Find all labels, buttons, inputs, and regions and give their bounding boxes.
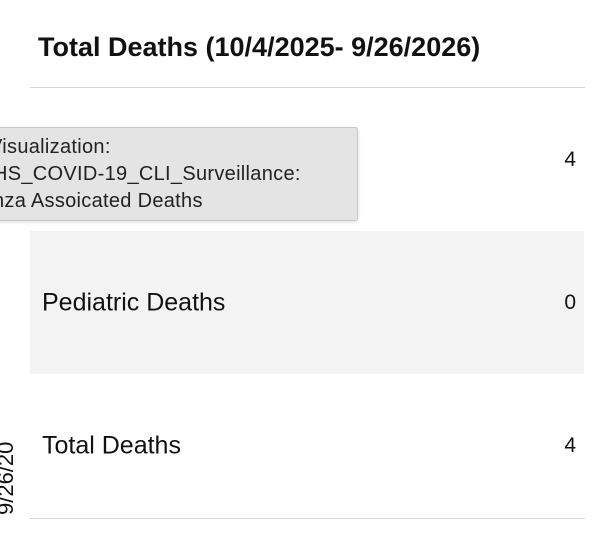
table-row: Total Deaths 4 (30, 374, 584, 517)
row-label: Pediatric Deaths (42, 288, 226, 316)
side-label: 9/26/20 (0, 441, 18, 515)
divider (30, 518, 585, 519)
row-label: Total Deaths (42, 431, 181, 459)
row-value: 4 (564, 433, 576, 457)
tooltip-line: Visualization: (0, 136, 111, 158)
table-row: 4 (30, 88, 584, 231)
row-value: 0 (564, 290, 576, 314)
table-row: Pediatric Deaths 0 (30, 231, 584, 374)
tooltip: Visualization: HS_COVID-19_CLI_Surveilla… (0, 127, 358, 221)
title: Total Deaths (10/4/2025- 9/26/2026) (38, 32, 481, 62)
tooltip-line: nza Assoicated Deaths (0, 190, 203, 212)
tooltip-line: HS_COVID-19_CLI_Surveillance: (0, 163, 301, 185)
row-value: 4 (564, 147, 576, 171)
divider (30, 87, 585, 88)
